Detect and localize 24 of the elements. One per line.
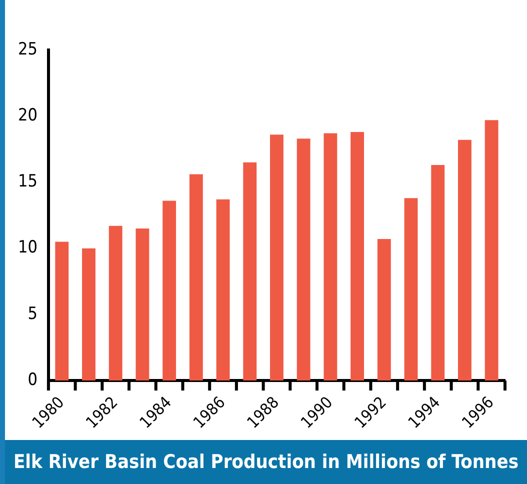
bar [377, 239, 391, 381]
y-tick-label: 15 [18, 172, 38, 192]
bar [82, 248, 96, 381]
bar [55, 242, 69, 381]
bar [458, 140, 472, 381]
text: Elk River Basin Coal Production in Millions of Tonnes [5, 440, 527, 484]
bar [108, 226, 122, 381]
bar [162, 200, 176, 381]
bar [136, 228, 150, 381]
bar [324, 133, 338, 381]
bar [270, 134, 284, 381]
bar [404, 198, 418, 381]
y-tick-label: 5 [28, 304, 38, 324]
y-tick-label: 25 [18, 39, 38, 60]
bar [216, 199, 230, 381]
bar [484, 120, 498, 381]
bar [431, 165, 445, 381]
bar [189, 174, 203, 381]
y-tick-label: 0 [28, 370, 38, 390]
bar [243, 162, 257, 381]
y-tick-label: 10 [18, 238, 38, 258]
bar [296, 138, 310, 381]
bar [350, 132, 364, 381]
y-tick-label: 20 [18, 106, 38, 126]
